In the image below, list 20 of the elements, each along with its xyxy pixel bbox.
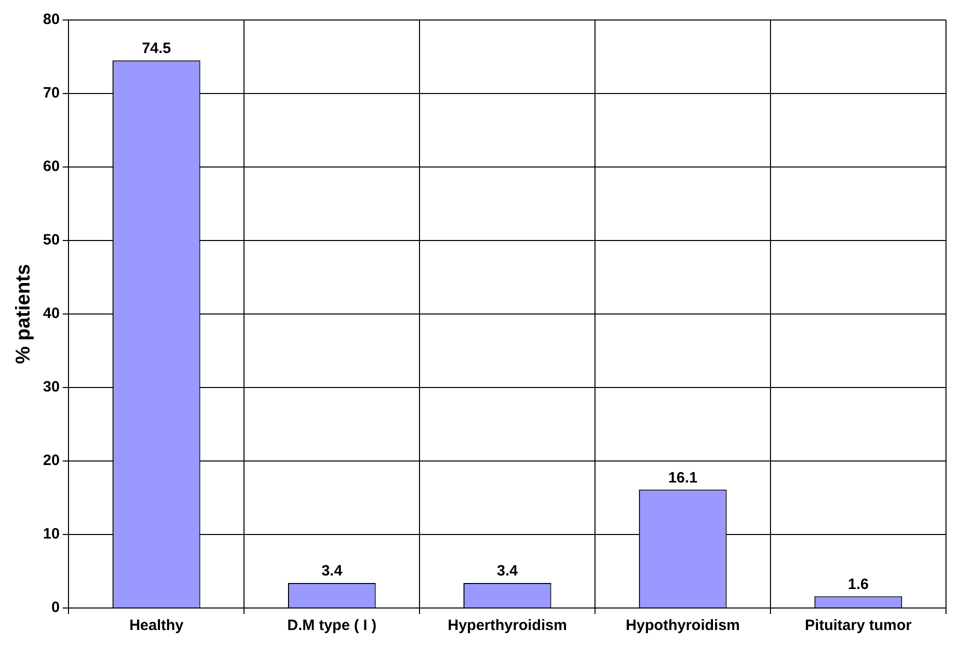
data-label: 16.1: [668, 469, 698, 486]
y-tick-label: 10: [42, 526, 60, 543]
x-tick-label: Healthy: [129, 617, 184, 634]
y-axis-title: % patients: [12, 264, 35, 364]
y-tick-label: 20: [42, 452, 60, 470]
y-tick-label: 50: [42, 232, 60, 249]
x-tick-label: Hypothyroidism: [626, 617, 740, 634]
data-label: 74.5: [142, 40, 172, 58]
y-tick-label: 70: [42, 84, 60, 102]
x-tick-label: D.M type ( I ): [287, 617, 376, 634]
y-tick-label: 80: [42, 11, 60, 28]
y-tick-label: 30: [42, 378, 60, 396]
y-tick-label: 60: [42, 158, 60, 176]
y-tick-label: 0: [51, 599, 60, 616]
data-label: 1.6: [848, 576, 869, 593]
data-label: 3.4: [496, 562, 518, 580]
y-tick-label: 40: [42, 305, 60, 322]
x-tick-label: Pituitary tumor: [804, 617, 912, 634]
data-label: 3.4: [321, 562, 343, 580]
x-tick-label: Hyperthyroidism: [448, 617, 567, 634]
